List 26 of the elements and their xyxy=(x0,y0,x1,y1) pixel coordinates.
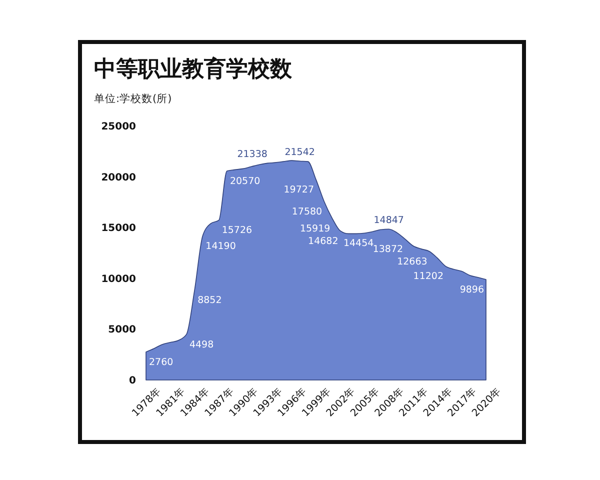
data-label: 14454 xyxy=(343,238,374,250)
y-tick-label: 25000 xyxy=(101,122,136,132)
data-label: 17580 xyxy=(292,206,322,218)
data-label: 14190 xyxy=(206,240,236,252)
y-tick-label: 0 xyxy=(129,376,136,386)
chart-title: 中等职业教育学校数 xyxy=(94,56,293,82)
data-label: 21338 xyxy=(237,149,268,160)
data-label: 9896 xyxy=(460,284,484,296)
y-tick-label: 20000 xyxy=(101,172,136,184)
data-label: 15726 xyxy=(222,225,252,236)
data-label: 21542 xyxy=(284,147,315,158)
data-label: 8852 xyxy=(198,295,222,306)
data-label: 2760 xyxy=(149,356,174,368)
data-label: 14847 xyxy=(374,215,404,226)
data-label: 11202 xyxy=(413,271,444,282)
y-tick-label: 10000 xyxy=(101,274,136,285)
data-label: 19727 xyxy=(284,184,314,196)
data-label: 4498 xyxy=(189,339,214,350)
data-label: 14682 xyxy=(308,236,338,247)
data-label: 15919 xyxy=(300,223,330,234)
data-label: 13872 xyxy=(372,244,404,256)
data-label: 20570 xyxy=(230,176,260,188)
y-tick-label: 5000 xyxy=(108,324,136,336)
y-tick-label: 15000 xyxy=(101,223,136,234)
data-label: 12663 xyxy=(397,256,428,268)
chart-subtitle: 单位:学校数(所) xyxy=(94,92,172,105)
